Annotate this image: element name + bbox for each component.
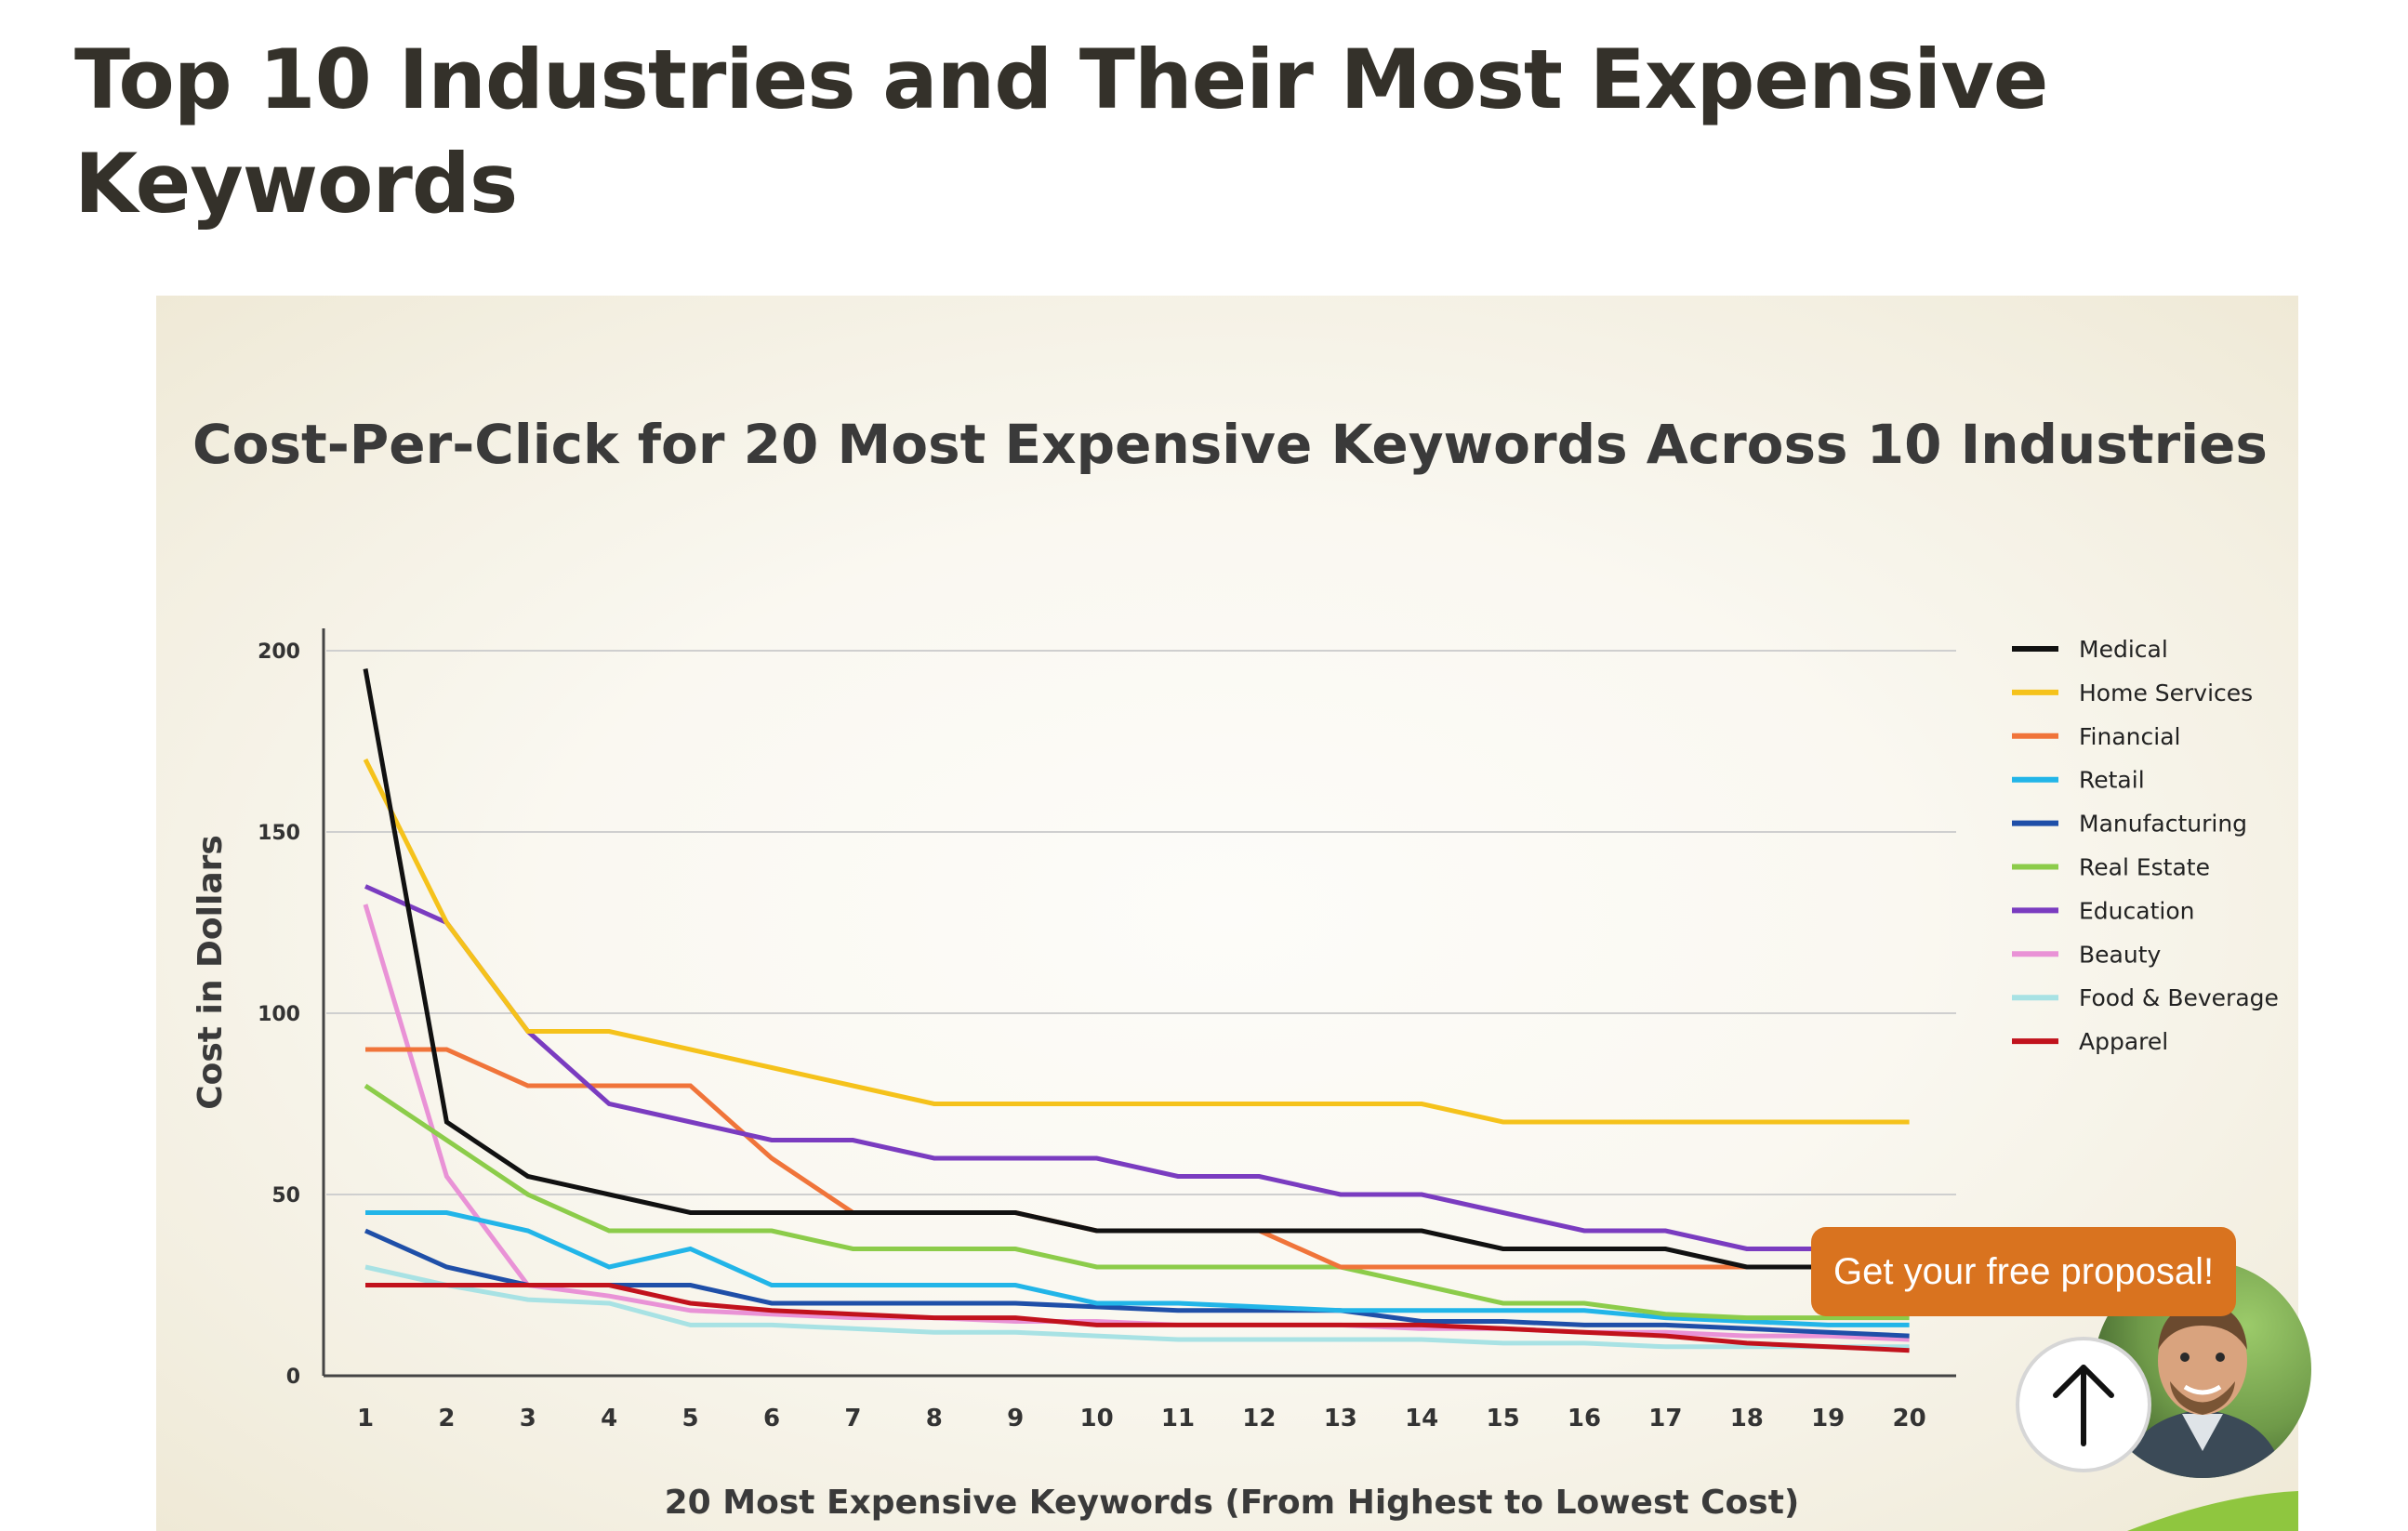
legend-entry: Beauty: [2012, 941, 2161, 968]
x-tick-label: 12: [1242, 1405, 1276, 1432]
x-tick-label: 10: [1080, 1405, 1114, 1432]
free-proposal-button[interactable]: Get your free proposal!: [1811, 1227, 2237, 1316]
y-tick-label: 0: [286, 1366, 300, 1389]
series-line-food-beverage: [364, 1264, 1910, 1350]
legend-entry: Manufacturing: [2012, 811, 2247, 838]
arrow-up-icon: [2053, 1365, 2114, 1446]
x-tick-label: 13: [1324, 1405, 1357, 1432]
legend-label: Education: [2079, 897, 2194, 924]
legend-label: Apparel: [2079, 1028, 2168, 1055]
legend-entry: Financial: [2012, 723, 2180, 750]
series-line-medical: [363, 668, 1910, 1270]
x-tick-label: 19: [1811, 1405, 1845, 1432]
cpc-line-chart: Cost-Per-Click for 20 Most Expensive Key…: [192, 413, 2298, 1531]
x-tick-label: 16: [1568, 1405, 1601, 1432]
legend-label: Retail: [2079, 767, 2145, 794]
legend-entry: Real Estate: [2012, 854, 2210, 881]
x-tick-label: 6: [763, 1405, 780, 1432]
x-tick-label: 17: [1648, 1405, 1682, 1432]
y-tick-label: 100: [258, 1003, 300, 1026]
x-tick-label: 4: [601, 1405, 617, 1432]
x-tick-label: 1: [357, 1405, 374, 1432]
series-line-education: [364, 884, 1910, 1251]
y-axis-label: Cost in Dollars: [192, 835, 230, 1110]
chart-card: Cost-Per-Click for 20 Most Expensive Key…: [156, 296, 2298, 1531]
x-axis-label: 20 Most Expensive Keywords (From Highest…: [665, 1484, 1800, 1522]
legend-label: Food & Beverage: [2079, 984, 2279, 1011]
legend-entry: Retail: [2012, 767, 2145, 794]
legend: Medical Home Services Financial Retail Manuf…: [2012, 636, 2279, 1055]
series-line-real-estate: [364, 1083, 1910, 1321]
legend-entry: Food & Beverage: [2012, 984, 2279, 1011]
x-tick-label: 5: [682, 1405, 699, 1432]
chart-title: Cost-Per-Click for 20 Most Expensive Key…: [192, 413, 2268, 476]
series-line-apparel: [365, 1283, 1910, 1353]
legend-entry: Apparel: [2012, 1028, 2168, 1055]
x-tick-label: 2: [438, 1405, 455, 1432]
x-tick-label: 18: [1730, 1405, 1764, 1432]
y-tick-label: 50: [271, 1184, 300, 1208]
legend-label: Beauty: [2079, 941, 2161, 968]
legend-label: Manufacturing: [2079, 811, 2247, 838]
y-tick-label: 150: [258, 822, 300, 845]
x-tick-label: 7: [844, 1405, 861, 1432]
series-line-retail: [365, 1210, 1910, 1327]
legend-entry: Education: [2012, 897, 2194, 924]
series-line-home-services: [363, 758, 1910, 1125]
grass-decoration: [2127, 1491, 2298, 1531]
x-tick-label: 8: [926, 1405, 943, 1432]
x-tick-label: 3: [520, 1405, 536, 1432]
y-tick-label: 200: [258, 640, 300, 664]
x-tick-label: 20: [1893, 1405, 1926, 1432]
legend-label: Home Services: [2079, 680, 2253, 706]
x-tick-labels: 1 2 3 4 5 6 7 8 9 10 11 12 13 14 15 16 17 18 19 20: [357, 1405, 1926, 1432]
legend-label: Medical: [2079, 636, 2168, 663]
y-tick-labels: 0 50 100 150 200: [258, 640, 300, 1389]
page-title: Top 10 Industries and Their Most Expensi…: [74, 32, 2048, 231]
scroll-to-top-button[interactable]: [2016, 1337, 2151, 1472]
series-lines: [363, 668, 1910, 1353]
x-tick-label: 14: [1405, 1405, 1438, 1432]
x-tick-label: 9: [1007, 1405, 1024, 1432]
legend-label: Financial: [2079, 723, 2180, 750]
x-tick-label: 15: [1487, 1405, 1520, 1432]
gridlines: [326, 650, 1956, 1195]
series-line-manufacturing: [364, 1228, 1910, 1339]
legend-label: Real Estate: [2079, 854, 2210, 881]
axes: [322, 628, 1956, 1378]
legend-entry: Home Services: [2012, 680, 2253, 706]
x-tick-label: 11: [1161, 1405, 1195, 1432]
legend-entry: Medical: [2012, 636, 2168, 663]
